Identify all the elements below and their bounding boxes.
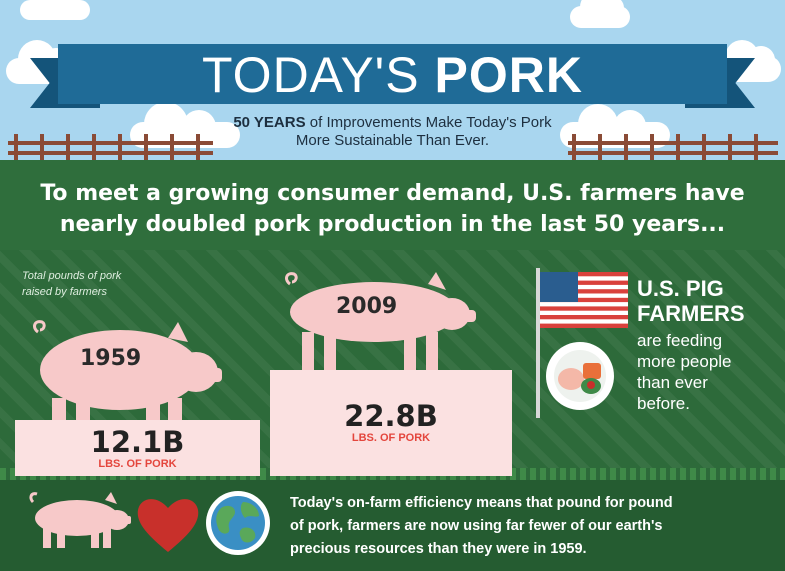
plate-icon: [546, 342, 614, 410]
cloud-icon: [570, 0, 630, 28]
fence-icon: [568, 134, 778, 162]
fence-icon: [8, 134, 213, 162]
caption-line1: Total pounds of pork: [22, 270, 122, 282]
pig-icon: [28, 318, 223, 426]
efficiency-statement: Today's on-farm efficiency means that po…: [290, 492, 770, 561]
cloud-icon: [20, 0, 90, 20]
subtitle-line2: More Sustainable Than Ever.: [295, 132, 490, 149]
farmers-title-line1: U.S. PIG: [637, 276, 724, 301]
farmers-body-line: more people: [637, 352, 732, 371]
farmers-body: are feeding more people than ever before…: [637, 330, 732, 414]
year-label-2009: 2009: [336, 294, 398, 319]
title-light: TODAY'S: [202, 47, 420, 103]
subtitle-bold: 50 YEARS: [233, 114, 306, 131]
farmers-body-line: before.: [637, 394, 690, 413]
title-bold: PORK: [434, 47, 583, 103]
farmers-body-line: than ever: [637, 373, 708, 392]
farmers-title-line2: FARMERS: [637, 301, 745, 326]
production-box-2009: 22.8B LBS. OF PORK: [270, 370, 512, 476]
statement-line: precious resources than they were in 195…: [290, 541, 587, 557]
headline-line1: To meet a growing consumer demand, U.S. …: [40, 181, 745, 206]
grass-band-top: [0, 160, 785, 250]
subtitle: 50 YEARS of Improvements Make Today's Po…: [150, 114, 635, 150]
headline: To meet a growing consumer demand, U.S. …: [20, 178, 765, 240]
subtitle-rest: of Improvements Make Today's Pork: [305, 114, 552, 131]
caption-line2: raised by farmers: [22, 286, 107, 298]
headline-line2: nearly doubled pork production in the la…: [59, 212, 726, 237]
production-value-2009: 22.8B: [344, 399, 438, 433]
year-label-1959: 1959: [80, 346, 142, 371]
page-title: TODAY'S PORK: [58, 44, 727, 106]
title-banner: TODAY'S PORK: [58, 44, 727, 104]
farmers-title: U.S. PIG FARMERS: [637, 276, 745, 326]
production-unit-1959: LBS. OF PORK: [98, 458, 177, 470]
pig-icon: [280, 272, 480, 372]
statement-line: Today's on-farm efficiency means that po…: [290, 495, 673, 511]
us-flag-icon: [540, 272, 628, 328]
production-unit-2009: LBS. OF PORK: [351, 432, 431, 444]
production-value-1959: 12.1B: [90, 425, 185, 459]
globe-icon: [206, 491, 270, 555]
pig-icon: [27, 492, 131, 553]
heart-icon: [137, 499, 199, 552]
statement-line: of pork, farmers are now using far fewer…: [290, 518, 663, 534]
production-box-1959: 12.1B LBS. OF PORK: [15, 420, 260, 476]
grass-band-bottom: [0, 480, 785, 571]
farmers-body-line: are feeding: [637, 331, 723, 350]
flag-pole: [536, 268, 540, 418]
chart-caption: Total pounds of pork raised by farmers: [22, 268, 202, 300]
